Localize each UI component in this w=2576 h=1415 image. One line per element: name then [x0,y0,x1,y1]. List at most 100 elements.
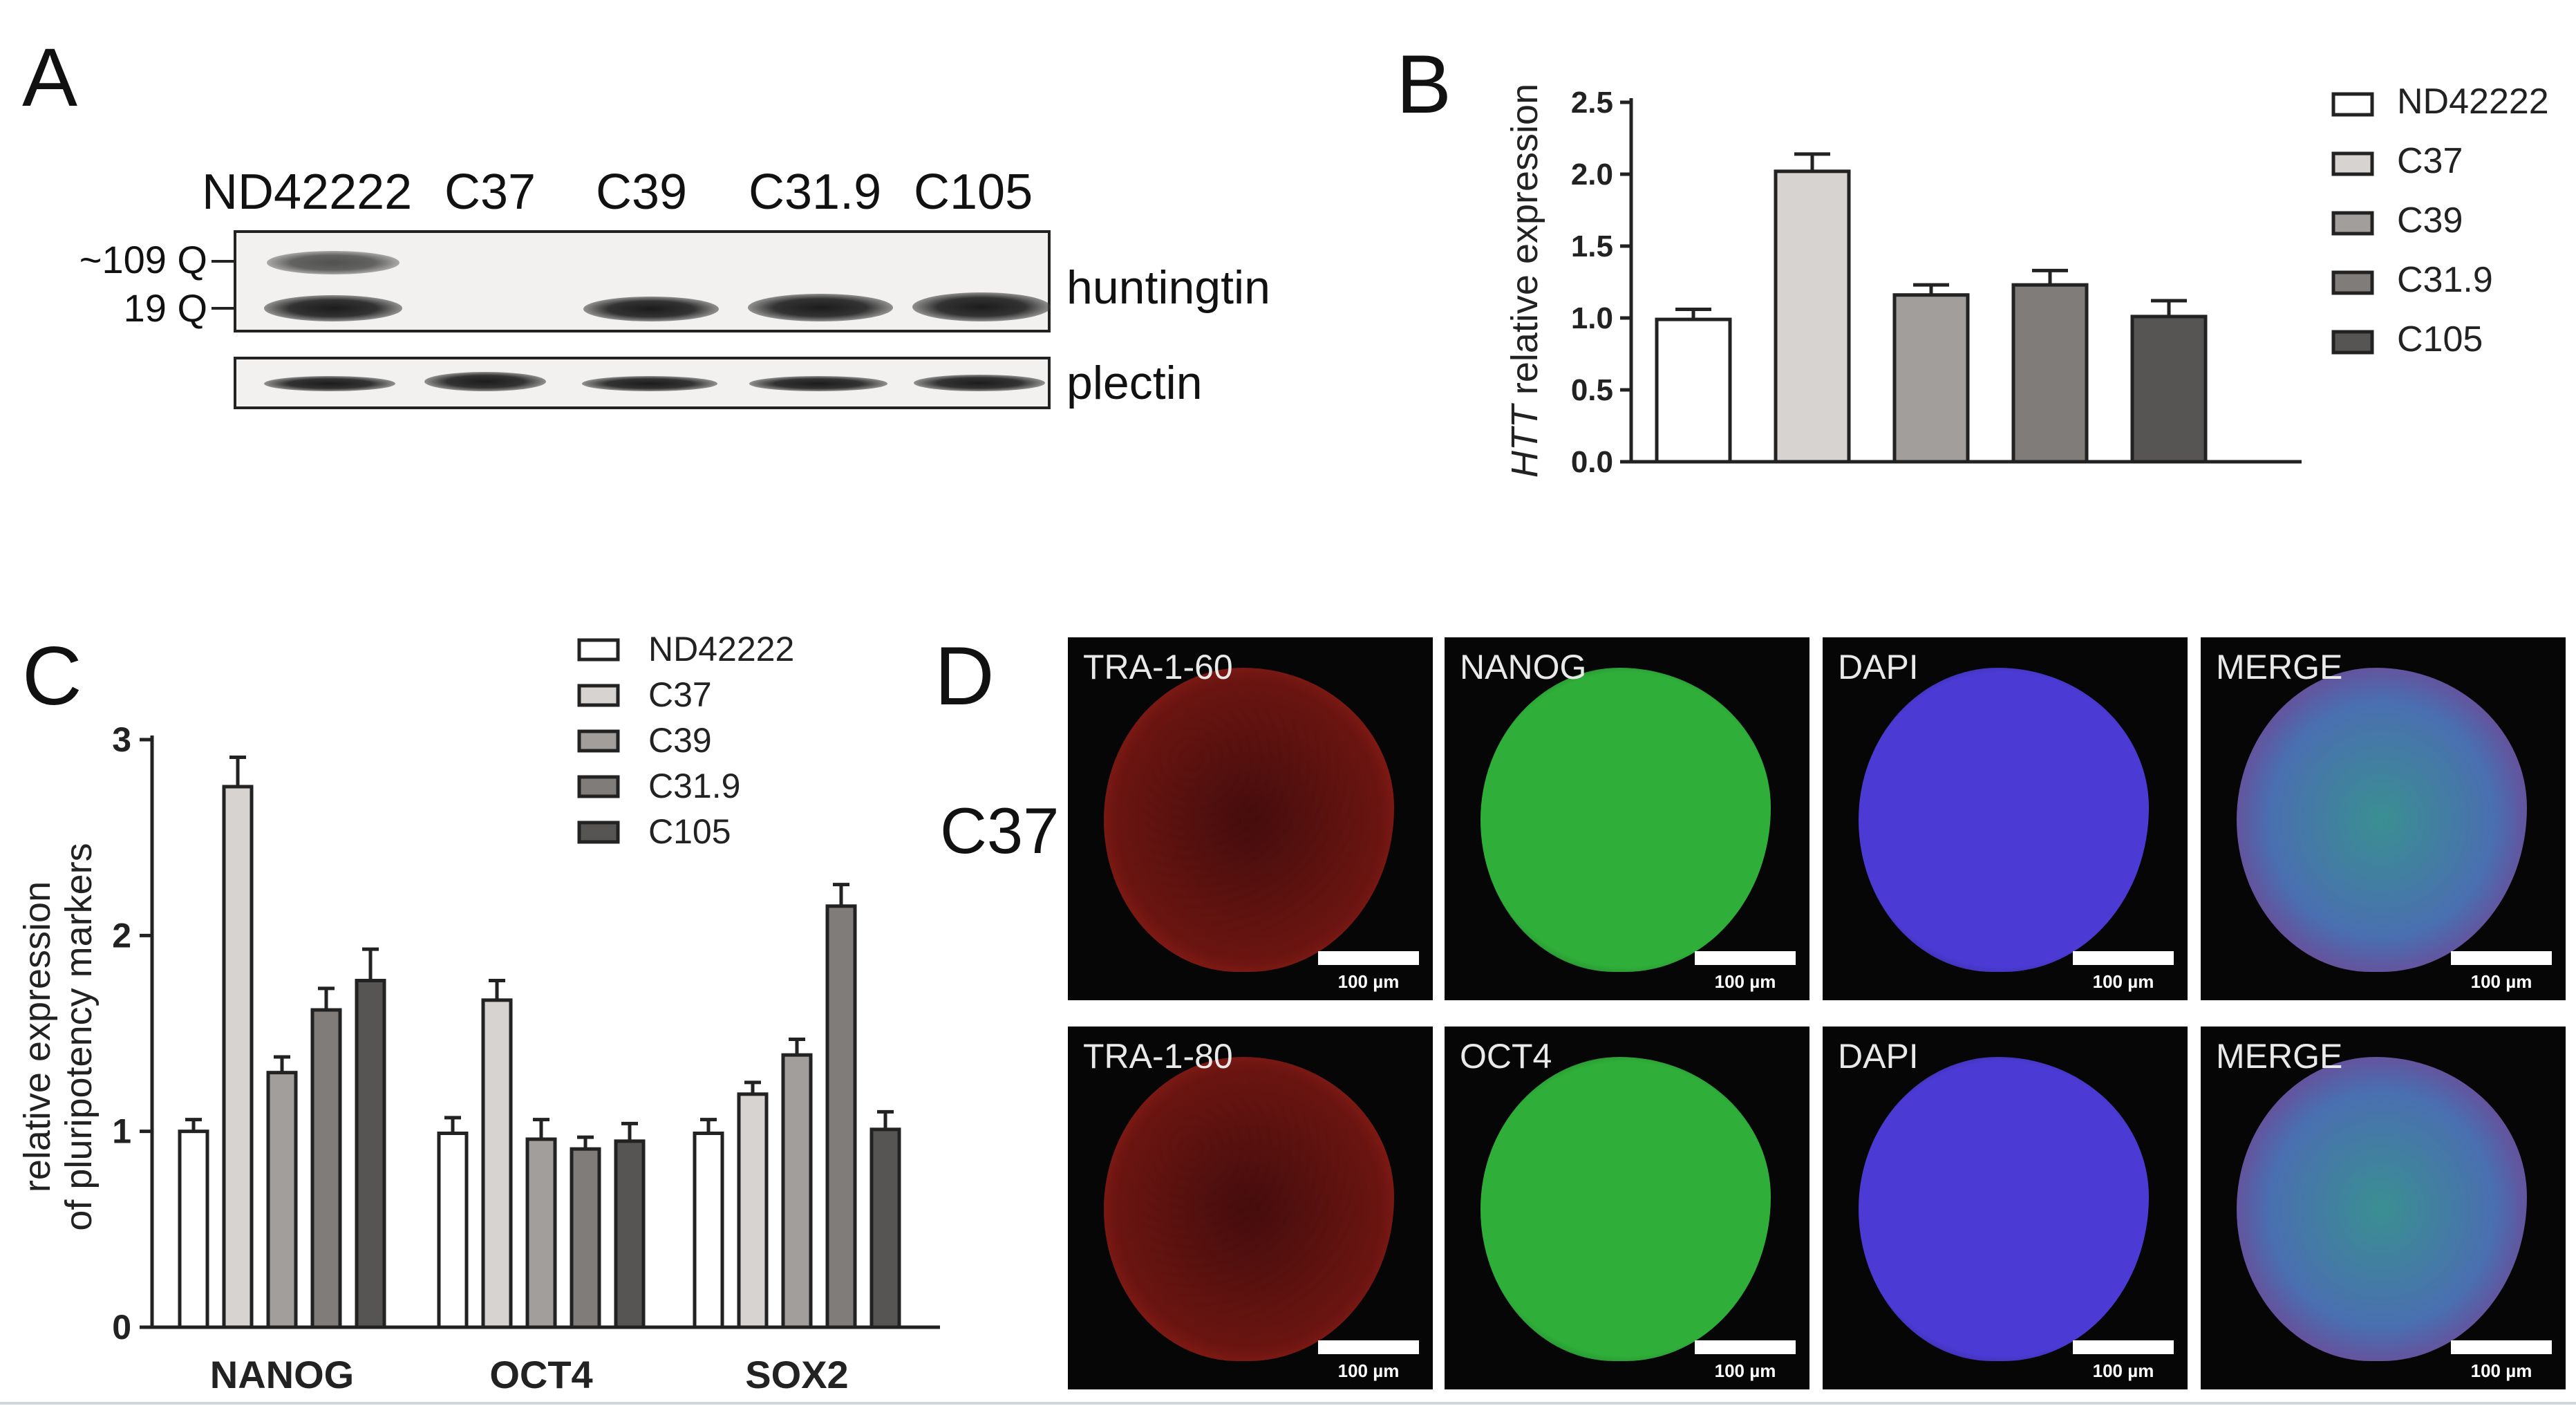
chart-c-bar-sox2-c31-9 [825,904,857,1329]
cell-colony [1480,668,1771,972]
chart-c-bar-oct4-c39 [525,1137,557,1329]
scale-bar-label: 100 µm [2470,971,2532,992]
chart-b-bar-c39 [1892,293,1970,464]
lane-label-c105: C105 [914,165,1033,220]
lane-label-c31-9: C31.9 [749,165,882,220]
chart-c-bar-nanog-c31-9 [310,1008,342,1329]
chart-b-bar-c31-9 [2011,283,2089,464]
lane-label-c39: C39 [596,165,688,220]
band-c39-plectin [582,376,717,391]
micrograph-dapi-row2: DAPI 100 µm [1823,1027,2188,1389]
chart-c-legend-label: C37 [648,675,712,714]
cell-colony [2237,1057,2527,1361]
chart-c-legend-label: C31.9 [648,767,740,805]
micrograph-merge-row2: MERGE 100 µm [2201,1027,2566,1389]
scale-bar-label: 100 µm [2092,971,2154,992]
micrograph-tra-1-60-row1: TRA-1-60 100 µm [1068,637,1433,1000]
chart-c-ytick-label: 0 [112,1308,131,1347]
chart-c-legend-swatch [577,729,620,753]
band-nd42222-109q [267,251,399,274]
chart-b-ytick-label: 1.5 [1571,229,1613,263]
mw-marker-19q: 19 Q [123,286,207,330]
scale-bar [2073,951,2174,965]
row-label-c37: C37 [940,794,1060,867]
chart-b-legend-swatch [2331,92,2374,117]
cell-colony [1104,1057,1394,1361]
micrograph-label: NANOG [1460,648,1587,686]
huntingtin-blot [234,230,1051,332]
chart-b-bar-c37 [1774,169,1851,464]
band-c105-19q [912,292,1051,321]
chart-c-bar-sox2-c37 [737,1092,769,1329]
htt-expression-chart: 0.0 0.5 1.0 1.5 2.0 2.5 HTT relative expressio… [1504,82,2549,479]
chart-b-legend-label: C105 [2397,319,2483,359]
chart-c-bar-nanog-nd42222 [178,1130,209,1329]
micrograph-label: MERGE [2216,1037,2343,1076]
chart-b-ytick-label: 1.0 [1571,301,1613,335]
chart-c-bar-sox2-c105 [869,1127,901,1329]
chart-c-category-label: OCT4 [489,1353,592,1396]
micrograph-dapi-row1: DAPI 100 µm [1823,637,2188,1000]
band-nd42222-plectin [264,376,395,391]
plectin-label: plectin [1066,357,1203,409]
chart-b-ytick-label: 0.0 [1571,445,1613,479]
chart-c-bar-nanog-c39 [266,1071,298,1329]
micrograph-merge-row1: MERGE 100 µm [2201,637,2566,1000]
chart-c-legend-swatch [577,821,620,844]
chart-c-bar-oct4-c37 [481,998,513,1329]
chart-b-ytick-label: 0.5 [1571,373,1613,407]
cell-colony [1480,1057,1771,1361]
band-c37-plectin [424,372,546,391]
panel-label-a: A [22,31,78,124]
panel-label-d: D [934,630,995,722]
micrograph-nanog-row1: NANOG 100 µm [1445,637,1809,1000]
scale-bar [1318,1340,1419,1354]
micrograph-label: DAPI [1838,1037,1919,1076]
cell-colony [1859,668,2149,972]
micrograph-label: DAPI [1838,648,1919,686]
page-bottom-rule [0,1402,2576,1405]
cell-colony [1859,1057,2149,1361]
chart-c-ytick-label: 1 [112,1112,131,1151]
chart-c-y-label-line2: of pluripotency markers [58,843,100,1230]
lane-label-nd42222: ND42222 [202,165,413,220]
micrograph-label: MERGE [2216,648,2343,686]
cell-colony [2237,668,2527,972]
chart-c-legend-label: C105 [648,812,731,851]
micrograph-label: OCT4 [1460,1037,1552,1076]
chart-b-legend-label: C31.9 [2397,260,2493,300]
band-c31-9-plectin [749,376,887,391]
lane-label-c37: C37 [444,165,536,220]
scale-bar [1695,951,1796,965]
chart-b-y-label: HTT relative expression [1504,84,1545,478]
chart-c-y-label-line1: relative expression [17,881,58,1192]
micrograph-oct4-row2: OCT4 100 µm [1445,1027,1809,1389]
pluripotency-markers-chart: 0 1 2 3 relative expression of pluripotency m… [17,630,940,1396]
band-c31-9-19q [748,294,893,321]
chart-c-bar-nanog-c105 [355,979,386,1329]
chart-c-legend-swatch [577,775,620,798]
scale-bar-label: 100 µm [1337,1360,1400,1381]
micrograph-label: TRA-1-60 [1083,648,1233,686]
band-c39-19q [583,297,719,321]
chart-c-category-label: SOX2 [745,1353,848,1396]
panel-label-b: B [1396,38,1452,131]
chart-b-legend-label: C37 [2397,141,2463,181]
scale-bar [1318,951,1419,965]
chart-b-legend-swatch [2331,211,2374,236]
scale-bar [1695,1340,1796,1354]
chart-c-legend-swatch [577,638,620,662]
chart-c-ytick-label: 2 [112,916,131,955]
chart-c-category-label: NANOG [210,1353,354,1396]
band-c105-plectin [914,375,1045,391]
chart-b-legend-label: ND42222 [2397,82,2549,122]
huntingtin-label: huntingtin [1066,261,1270,314]
micrograph-label: TRA-1-80 [1083,1037,1233,1076]
scale-bar-label: 100 µm [1337,971,1400,992]
chart-c-bar-oct4-c105 [614,1139,646,1329]
scale-bar-label: 100 µm [2470,1360,2532,1381]
chart-b-legend-swatch [2331,330,2374,355]
scale-bar [2073,1340,2174,1354]
chart-b-legend-swatch [2331,151,2374,176]
chart-c-bar-oct4-c31-9 [570,1147,601,1329]
